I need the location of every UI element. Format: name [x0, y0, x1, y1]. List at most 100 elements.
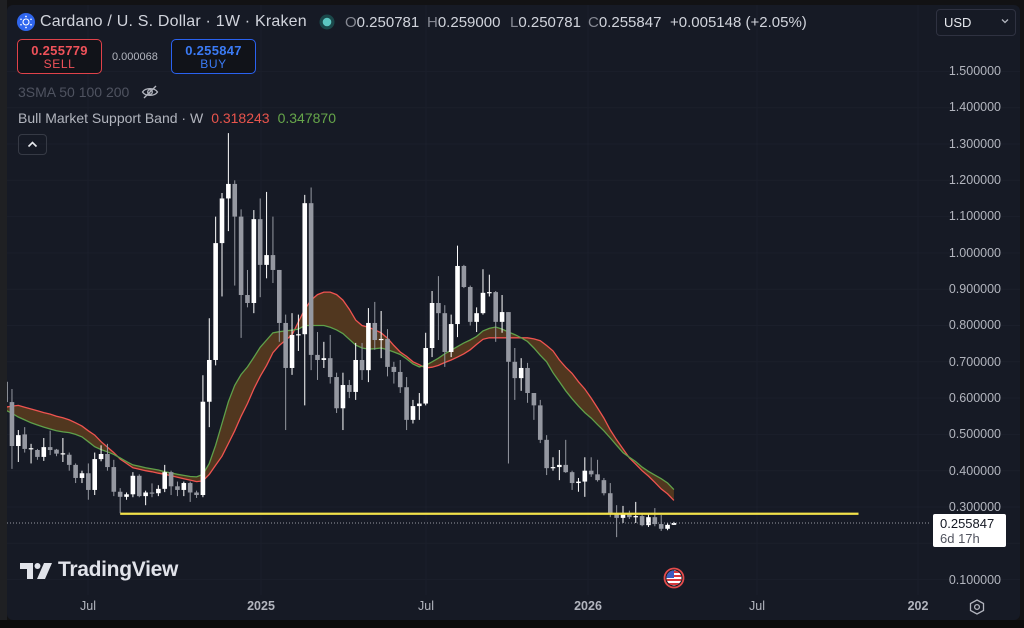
- candle: [47, 430, 53, 456]
- price-axis-label: 1.200000: [948, 173, 1001, 187]
- candle-body: [455, 265, 460, 325]
- buy-button[interactable]: 0.255847 BUY: [171, 39, 256, 74]
- candle: [531, 393, 537, 420]
- sell-button[interactable]: 0.255779 SELL: [17, 39, 102, 74]
- settings-icon[interactable]: [969, 599, 985, 615]
- candle-body: [582, 470, 588, 482]
- candle: [92, 452, 98, 496]
- candle-body: [124, 494, 129, 497]
- spread-value: 0.000068: [112, 51, 158, 63]
- candle: [461, 264, 467, 289]
- price-axis-label: 0.600000: [948, 391, 1001, 405]
- candle: [149, 483, 155, 498]
- candle: [315, 332, 320, 380]
- currency-dropdown[interactable]: USD: [936, 9, 1016, 36]
- candle-body: [200, 401, 206, 496]
- candle-body: [487, 292, 492, 294]
- candle-body: [614, 513, 619, 518]
- window-bottom-edge: [0, 620, 1024, 628]
- candle: [423, 332, 428, 406]
- candle-body: [461, 265, 467, 288]
- eye-slash-icon[interactable]: [141, 85, 159, 99]
- candle: [595, 459, 600, 482]
- candle-body: [28, 448, 34, 450]
- candle: [251, 210, 257, 314]
- candle: [200, 375, 206, 498]
- candle-body: [569, 472, 575, 484]
- candle-body: [98, 454, 104, 460]
- candle: [385, 329, 390, 377]
- candle: [219, 193, 225, 297]
- candle: [417, 393, 422, 420]
- candle-body: [671, 523, 677, 525]
- candle: [245, 269, 250, 308]
- candle-body: [16, 435, 21, 447]
- price-axis-label: 0.900000: [948, 282, 1001, 296]
- candle: [79, 470, 85, 484]
- candle: [54, 448, 59, 457]
- candle: [16, 430, 21, 462]
- indicator-bull-market-support-band[interactable]: Bull Market Support Band · W 0.318243 0.34…: [18, 110, 336, 126]
- candle: [455, 245, 460, 338]
- support-band-green-line: [7, 324, 675, 491]
- candle-body: [277, 269, 282, 323]
- buy-label: BUY: [200, 57, 227, 71]
- candle-body: [117, 491, 123, 497]
- candle-body: [47, 447, 53, 451]
- candle-body: [423, 348, 428, 404]
- candle-body: [181, 483, 187, 490]
- candle-body: [41, 447, 47, 457]
- candle-body: [213, 243, 218, 360]
- candle-body: [194, 492, 199, 496]
- symbol-title[interactable]: Cardano / U. S. Dollar · 1W · Kraken: [40, 13, 307, 30]
- candle: [22, 427, 27, 453]
- close-value: 0.255847: [598, 14, 662, 31]
- chevron-down-icon: [1001, 19, 1009, 24]
- candle: [569, 470, 575, 490]
- candle-body: [385, 338, 390, 367]
- candle: [117, 488, 123, 514]
- candle: [60, 438, 66, 462]
- candle: [467, 285, 473, 326]
- candle-body: [658, 524, 664, 529]
- candle-body: [111, 467, 117, 492]
- indicator-band-name: Bull Market Support Band · W: [18, 110, 204, 126]
- candle: [525, 362, 530, 403]
- candle: [557, 450, 562, 481]
- collapse-legend-button[interactable]: [18, 134, 47, 155]
- candle: [9, 389, 15, 469]
- candle: [646, 514, 651, 527]
- last-price-value: 0.255847: [940, 516, 995, 531]
- candle-body: [512, 361, 518, 379]
- candle-body: [627, 513, 632, 518]
- candle-body: [251, 219, 257, 303]
- candle-body: [518, 367, 524, 379]
- market-status-dot: [319, 14, 335, 30]
- candle-body: [257, 219, 263, 265]
- candle: [665, 522, 670, 531]
- open-value: 0.250781: [356, 14, 420, 31]
- candle-body: [620, 513, 626, 518]
- candle-body: [334, 377, 339, 409]
- candle: [512, 348, 518, 400]
- candle-body: [296, 334, 301, 336]
- candle: [264, 191, 269, 279]
- candle-body: [219, 198, 225, 244]
- price-axis-label: 0.300000: [948, 500, 1001, 514]
- candle-body: [168, 472, 174, 487]
- candle: [327, 334, 333, 384]
- candle-body: [499, 312, 505, 322]
- ohlc-change: +0.005148 (+2.05%): [670, 14, 807, 31]
- candle: [340, 372, 346, 431]
- candle-body: [480, 292, 486, 314]
- candle-body: [525, 367, 530, 394]
- candle: [194, 490, 199, 498]
- price-axis-label: 0.500000: [948, 427, 1001, 441]
- indicator-3sma[interactable]: 3SMA 50 100 200: [18, 84, 159, 100]
- candle-body: [576, 481, 581, 484]
- time-axis-label: 2026: [574, 599, 602, 613]
- us-flag-icon[interactable]: [663, 567, 685, 589]
- candle-body: [327, 358, 333, 378]
- tradingview-mark-icon: [20, 563, 52, 579]
